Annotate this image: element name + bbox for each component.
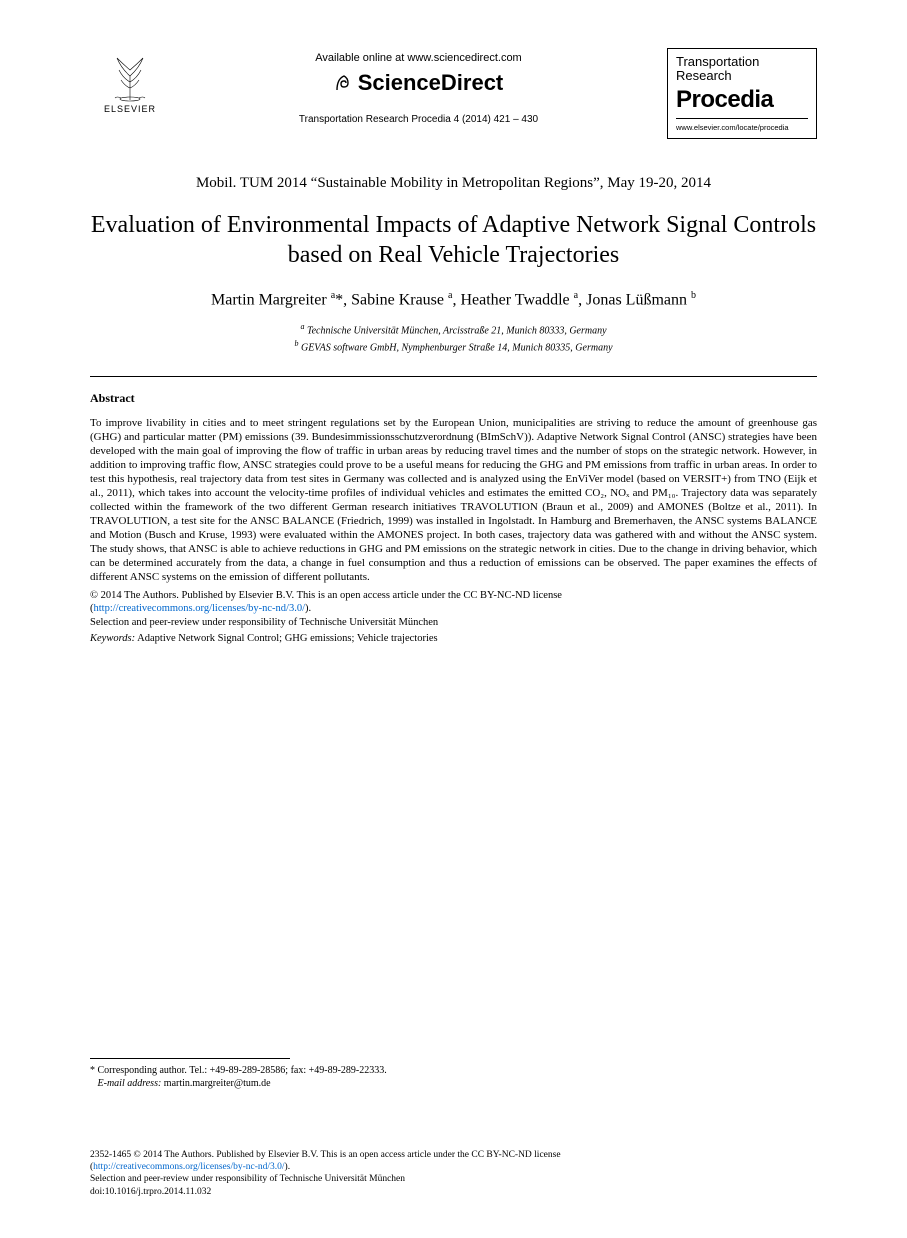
header-row: ELSEVIER Available online at www.science… <box>90 48 817 139</box>
paper-title: Evaluation of Environmental Impacts of A… <box>90 210 817 270</box>
sciencedirect-icon <box>334 73 354 93</box>
elsevier-label: ELSEVIER <box>104 104 156 114</box>
elsevier-tree-icon <box>103 48 157 102</box>
procedia-line2: Research <box>676 69 808 83</box>
procedia-url: www.elsevier.com/locate/procedia <box>676 123 808 132</box>
bottom-copyright: 2352-1465 © 2014 The Authors. Published … <box>90 1149 817 1198</box>
copyright-block: © 2014 The Authors. Published by Elsevie… <box>90 589 817 630</box>
abstract-body: To improve livability in cities and to m… <box>90 416 817 585</box>
keywords-label: Keywords: <box>90 633 135 644</box>
corresponding-email-line: E-mail address: martin.margreiter@tum.de <box>90 1078 817 1089</box>
footer-license-link[interactable]: http://creativecommons.org/licenses/by-n… <box>93 1162 284 1172</box>
sciencedirect-text: ScienceDirect <box>358 70 504 96</box>
affiliations: a Technische Universität München, Arciss… <box>90 321 817 356</box>
affiliation-b: b GEVAS software GmbH, Nymphenburger Str… <box>90 338 817 355</box>
email-address: martin.margreiter@tum.de <box>161 1078 270 1089</box>
doi-line: doi:10.1016/j.trpro.2014.11.032 <box>90 1187 211 1197</box>
conference-line: Mobil. TUM 2014 “Sustainable Mobility in… <box>90 175 817 192</box>
header-center: Available online at www.sciencedirect.co… <box>170 48 667 125</box>
keywords-text: Adaptive Network Signal Control; GHG emi… <box>135 633 438 644</box>
keywords-line: Keywords: Adaptive Network Signal Contro… <box>90 633 817 644</box>
footer-peer-review: Selection and peer-review under responsi… <box>90 1174 405 1184</box>
divider-top <box>90 376 817 377</box>
procedia-main: Procedia <box>676 86 808 119</box>
procedia-line1: Transportation <box>676 55 808 69</box>
issn-line: 2352-1465 © 2014 The Authors. Published … <box>90 1150 561 1160</box>
elsevier-logo-block: ELSEVIER <box>90 48 170 114</box>
peer-review-line: Selection and peer-review under responsi… <box>90 617 438 628</box>
citation-line: Transportation Research Procedia 4 (2014… <box>170 114 667 125</box>
affiliation-a: a Technische Universität München, Arciss… <box>90 321 817 338</box>
email-label: E-mail address: <box>98 1078 162 1089</box>
sciencedirect-logo: ScienceDirect <box>334 70 504 96</box>
copyright-line1: © 2014 The Authors. Published by Elsevie… <box>90 590 562 601</box>
authors-line: Martin Margreiter a*, Sabine Krause a, H… <box>90 290 817 309</box>
footer-section: * Corresponding author. Tel.: +49-89-289… <box>90 1058 817 1198</box>
available-online-text: Available online at www.sciencedirect.co… <box>170 52 667 64</box>
abstract-heading: Abstract <box>90 391 817 406</box>
license-link[interactable]: http://creativecommons.org/licenses/by-n… <box>94 603 306 614</box>
corresponding-divider <box>90 1058 290 1063</box>
procedia-journal-box: Transportation Research Procedia www.els… <box>667 48 817 139</box>
corresponding-author-note: * Corresponding author. Tel.: +49-89-289… <box>90 1065 817 1076</box>
